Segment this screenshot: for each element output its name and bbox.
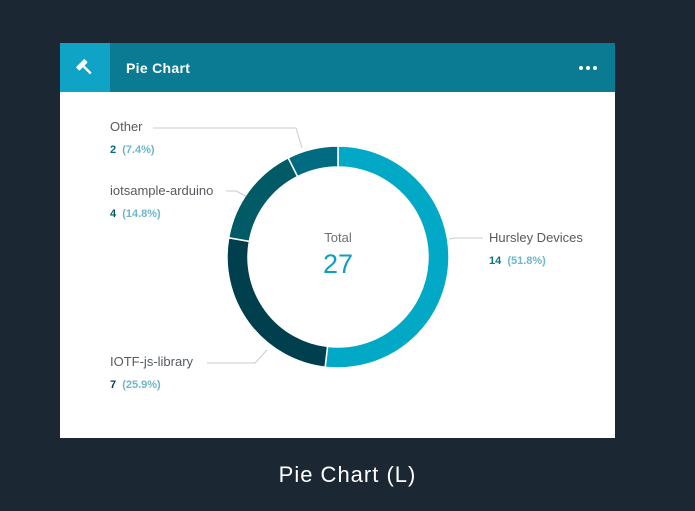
legend-count-iotf: 7 (110, 379, 116, 391)
legend-percent-other: (7.4%) (122, 144, 155, 156)
widget-caption: Pie Chart (L) (278, 462, 417, 487)
pie-chart-card: Pie Chart Total 27 Hursley Devices 14 (5… (60, 43, 615, 438)
leader-line-arduino (226, 190, 247, 197)
legend-value-other: 2 (7.4%) (110, 144, 155, 156)
center-total: 27 (323, 249, 353, 279)
donut-slice-other[interactable] (287, 145, 339, 178)
legend-percent-iotf: (25.9%) (122, 379, 161, 391)
legend-count-hursley: 14 (489, 255, 502, 267)
leader-line-hursley (448, 237, 483, 240)
leader-line-other (153, 127, 303, 149)
donut-slice-arduino[interactable] (227, 156, 299, 243)
legend-value-iotf: 7 (25.9%) (110, 379, 161, 391)
legend-count-arduino: 4 (110, 208, 117, 220)
center-label: Total (324, 230, 352, 245)
legend-label-other: Other (110, 119, 143, 134)
legend-label-hursley: Hursley Devices (489, 230, 583, 245)
card-title: Pie Chart (126, 60, 191, 76)
leader-line-iotf (207, 349, 268, 364)
hammer-icon (60, 43, 110, 92)
donut-slices (226, 145, 450, 369)
legend-label-iotf: IOTF-js-library (110, 354, 194, 369)
legend-percent-arduino: (14.8%) (122, 208, 161, 220)
donut-chart: Total 27 Hursley Devices 14 (51.8%) IOTF… (110, 119, 583, 391)
legend-count-other: 2 (110, 144, 116, 156)
legend-percent-hursley: (51.8%) (507, 255, 546, 267)
legend-label-arduino: iotsample-arduino (110, 183, 213, 198)
more-horizontal-icon (579, 66, 583, 70)
legend-value-hursley: 14 (51.8%) (489, 255, 546, 267)
more-options-button[interactable] (575, 57, 601, 79)
legend-value-arduino: 4 (14.8%) (110, 208, 161, 220)
card-header: Pie Chart (60, 43, 615, 92)
donut-slice-iotf[interactable] (226, 236, 329, 369)
